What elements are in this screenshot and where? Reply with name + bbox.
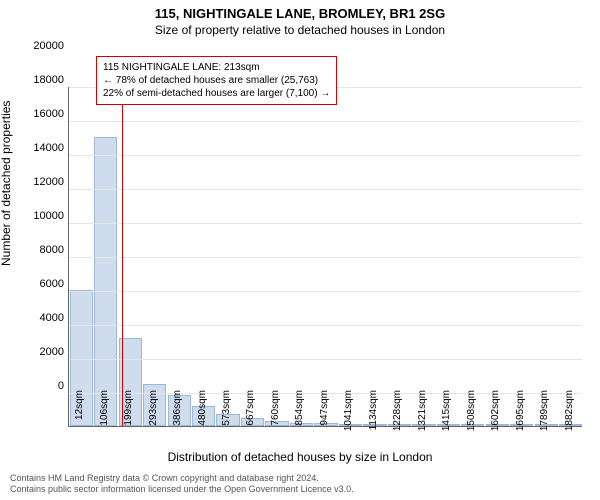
x-tick-label: 12sqm [74, 390, 85, 450]
x-tick-label: 293sqm [148, 390, 159, 450]
legend-line: 115 NIGHTINGALE LANE: 213sqm [103, 61, 330, 74]
reference-legend: 115 NIGHTINGALE LANE: 213sqm← 78% of det… [96, 56, 337, 105]
histogram-bar [94, 137, 117, 426]
gridline [69, 155, 582, 156]
chart-subtitle: Size of property relative to detached ho… [0, 21, 600, 41]
plot-area [68, 87, 582, 427]
gridline [69, 291, 582, 292]
x-tick-label: 573sqm [221, 390, 232, 450]
y-tick-label: 6000 [16, 278, 64, 290]
x-tick-label: 1415sqm [441, 390, 452, 450]
y-tick-label: 18000 [16, 74, 64, 86]
x-tick-label: 1041sqm [343, 390, 354, 450]
y-tick-label: 0 [16, 380, 64, 392]
legend-line: ← 78% of detached houses are smaller (25… [103, 74, 330, 87]
footer-attribution: Contains HM Land Registry data © Crown c… [10, 473, 590, 496]
x-tick-label: 1789sqm [539, 390, 550, 450]
page-title: 115, NIGHTINGALE LANE, BROMLEY, BR1 2SG [0, 0, 600, 21]
gridline [69, 223, 582, 224]
y-tick-label: 20000 [16, 40, 64, 52]
y-tick-label: 10000 [16, 210, 64, 222]
y-tick-label: 12000 [16, 176, 64, 188]
legend-line: 22% of semi-detached houses are larger (… [103, 87, 330, 100]
footer-line-1: Contains HM Land Registry data © Crown c… [10, 473, 590, 485]
x-tick-label: 1508sqm [466, 390, 477, 450]
x-tick-label: 1321sqm [417, 390, 428, 450]
y-tick-label: 8000 [16, 244, 64, 256]
x-tick-label: 1882sqm [564, 390, 575, 450]
x-tick-label: 199sqm [123, 390, 134, 450]
y-tick-label: 2000 [16, 346, 64, 358]
x-tick-label: 1134sqm [368, 390, 379, 450]
x-tick-label: 667sqm [245, 390, 256, 450]
x-tick-label: 1228sqm [392, 390, 403, 450]
x-tick-label: 947sqm [319, 390, 330, 450]
gridline [69, 121, 582, 122]
y-tick-label: 16000 [16, 108, 64, 120]
x-tick-label: 760sqm [270, 390, 281, 450]
y-tick-label: 14000 [16, 142, 64, 154]
x-tick-label: 854sqm [294, 390, 305, 450]
gridline [69, 359, 582, 360]
y-axis-label: Number of detached properties [0, 101, 13, 266]
y-tick-label: 4000 [16, 312, 64, 324]
x-tick-label: 1695sqm [515, 390, 526, 450]
footer-line-2: Contains public sector information licen… [10, 484, 590, 496]
reference-line [122, 87, 123, 426]
gridline [69, 189, 582, 190]
gridline [69, 257, 582, 258]
x-tick-label: 106sqm [99, 390, 110, 450]
x-tick-label: 480sqm [197, 390, 208, 450]
x-tick-label: 386sqm [172, 390, 183, 450]
x-tick-label: 1602sqm [490, 390, 501, 450]
gridline [69, 325, 582, 326]
